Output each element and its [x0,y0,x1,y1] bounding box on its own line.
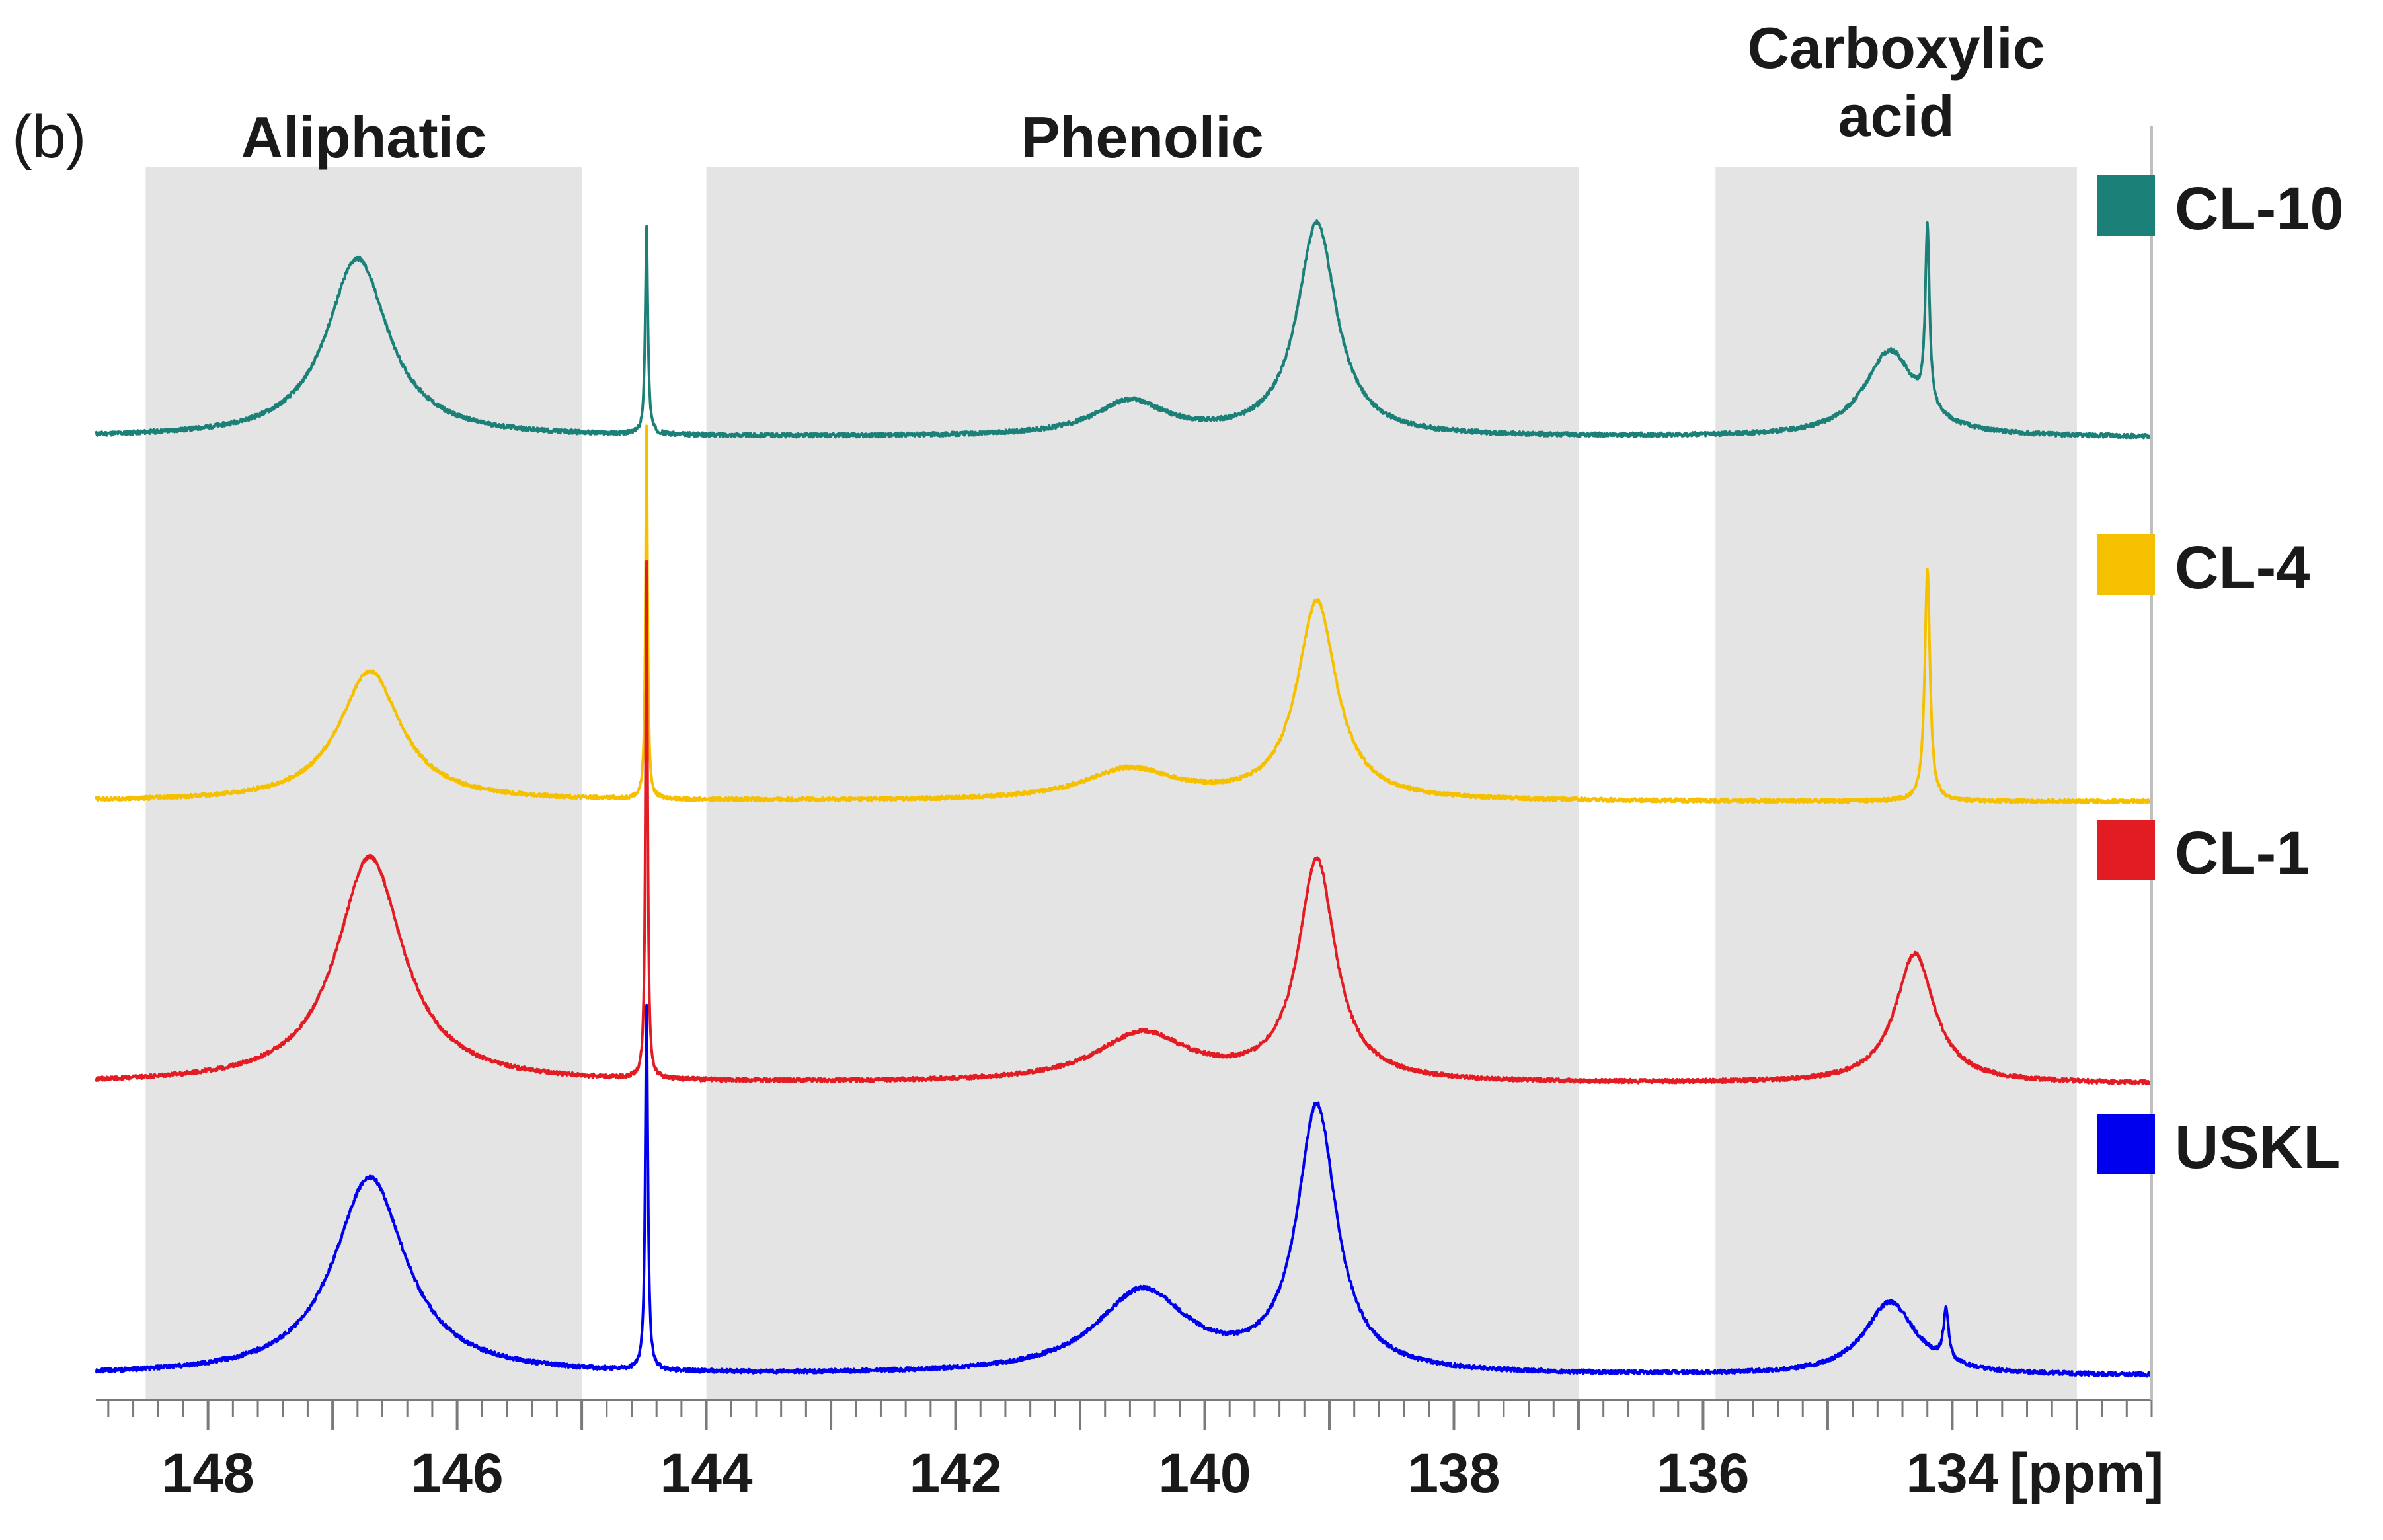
region-label: Aliphatic [241,104,487,170]
legend-swatch-cl-10 [2097,175,2155,236]
shaded-region [145,167,582,1400]
x-tick-label: 138 [1407,1442,1500,1504]
x-tick-label: 148 [162,1442,254,1504]
x-tick-label: 136 [1657,1442,1749,1504]
x-tick-label: 142 [909,1442,1001,1504]
series-line-cl-4 [95,424,2153,805]
spectrum-traces [95,219,2153,1378]
x-axis-unit-label: [ppm] [2010,1442,2164,1504]
region-label: Carboxylic [1748,15,2045,81]
legend-label-cl-1: CL-1 [2175,820,2310,887]
series-line-uskl [95,1003,2153,1378]
legend-label-cl-10: CL-10 [2175,175,2344,243]
legend-swatch-cl-1 [2097,820,2155,880]
x-axis: 148 146 144 142 140 138 136 134 [96,126,2153,1504]
legend: CL-10 CL-4 CL-1 USKL [2097,175,2344,1181]
region-label: acid [1838,83,1955,149]
legend-label-cl-4: CL-4 [2175,534,2310,601]
series-line-cl-10 [95,219,2153,440]
shaded-regions [145,167,2077,1400]
region-label: Phenolic [1021,104,1264,170]
x-tick-label: 146 [411,1442,504,1504]
legend-label-uskl: USKL [2175,1114,2340,1181]
x-tick-label: 144 [660,1442,752,1504]
x-tick-label: 134 [1906,1442,1998,1504]
x-tick-label: 140 [1158,1442,1251,1504]
shaded-region [706,167,1579,1400]
panel-label: (b) [12,103,86,171]
series-line-cl-1 [95,560,2153,1085]
legend-swatch-uskl [2097,1114,2155,1174]
legend-swatch-cl-4 [2097,534,2155,595]
shaded-region [1715,167,2077,1400]
